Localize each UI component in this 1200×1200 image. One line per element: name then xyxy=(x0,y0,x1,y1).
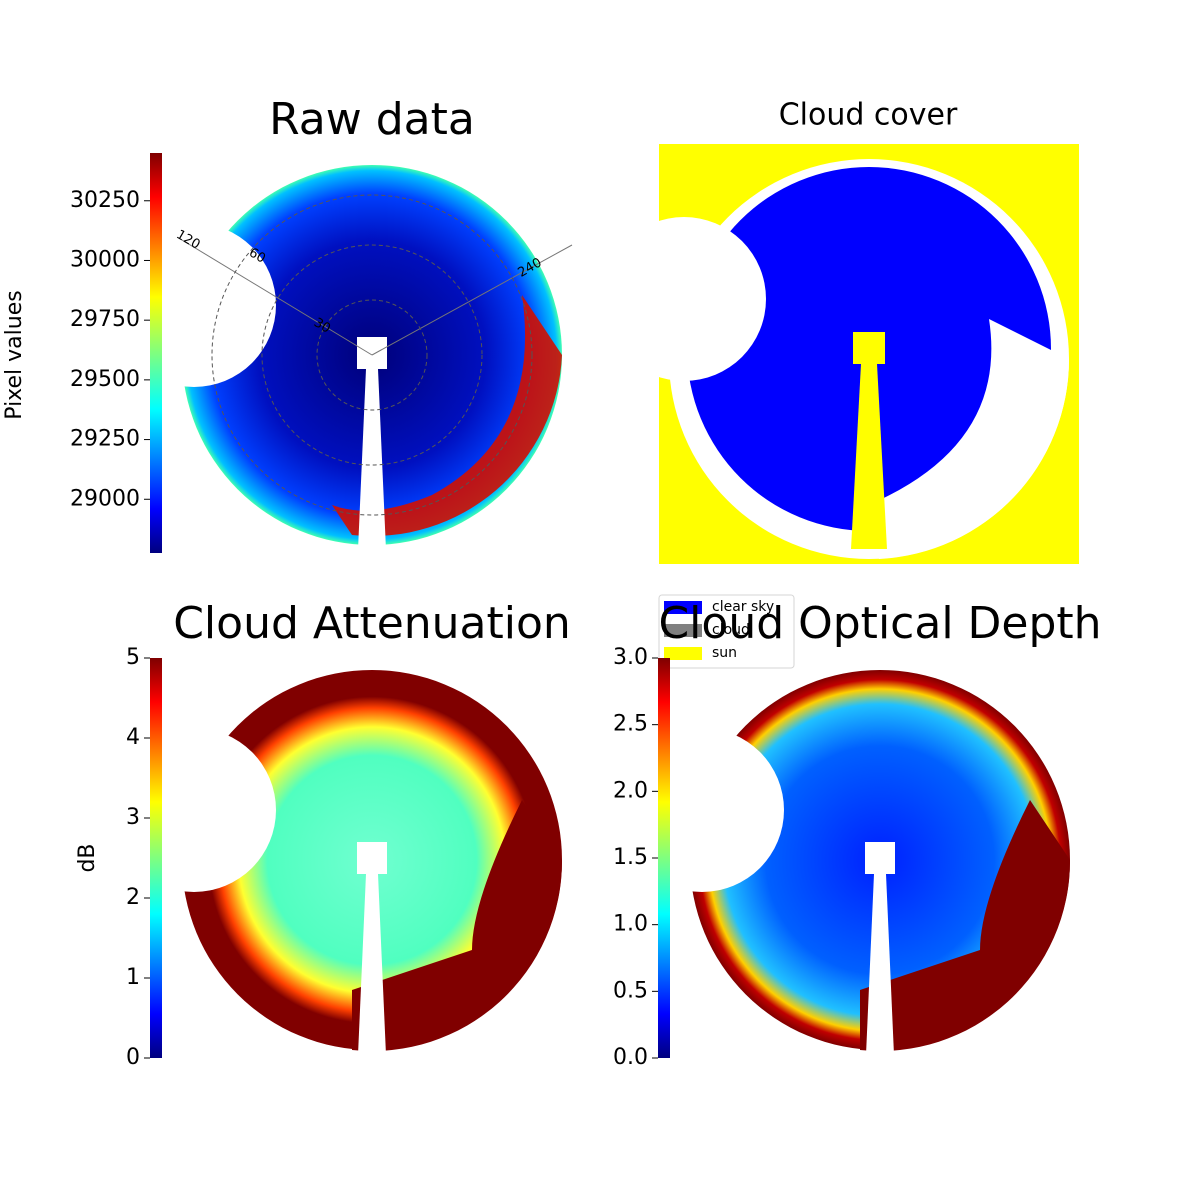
colorbar-tick-label: 3.0 xyxy=(613,645,648,670)
colorbar-tick-label: 4 xyxy=(126,725,140,750)
horizon-cut xyxy=(859,319,1070,559)
polar-axis xyxy=(181,239,373,356)
colorbar-tick-label: 29000 xyxy=(70,486,140,511)
colorbar-tick-label: 3 xyxy=(126,805,140,830)
colorbar-tick-label: 1 xyxy=(126,965,140,990)
colorbar-tick-label: 29250 xyxy=(70,427,140,452)
mask-cutout xyxy=(602,217,766,381)
panel-title: Cloud cover xyxy=(779,98,958,133)
colorbar xyxy=(150,658,162,1058)
colorbar xyxy=(658,658,670,1058)
sun-arm xyxy=(866,874,894,1055)
polar-ring xyxy=(261,244,483,466)
colorbar-tick-label: 2.0 xyxy=(613,778,648,803)
legend-label: clear sky xyxy=(712,599,774,615)
sun-arm xyxy=(851,364,887,549)
panel-title: Cloud Attenuation xyxy=(173,598,571,649)
colorbar-tick-label: 0.0 xyxy=(613,1045,648,1070)
colorbar-tick-label: 2 xyxy=(126,885,140,910)
cloud-region xyxy=(860,800,1071,1052)
sun-arm xyxy=(358,369,386,550)
colorbar-tick-label: 30000 xyxy=(70,247,140,272)
sun-arm xyxy=(358,874,386,1055)
colorbar-label: Pixel values xyxy=(2,290,27,419)
colorbar-tick-label: 1.0 xyxy=(613,912,648,937)
colorbar-tick-label: 1.5 xyxy=(613,845,648,870)
sun-blocker xyxy=(853,332,885,364)
sun-blocker xyxy=(357,337,387,369)
colorbar-tick-label: 29750 xyxy=(70,307,140,332)
colorbar-tick-label: 5 xyxy=(126,645,140,670)
legend-swatch xyxy=(664,624,702,637)
colorbar-tick-label: 29500 xyxy=(70,367,140,392)
polar-axis xyxy=(371,244,573,356)
cloud-region xyxy=(352,800,563,1052)
colorbar-tick-label: 2.5 xyxy=(613,712,648,737)
panel-title: Cloud Optical Depth xyxy=(658,598,1101,649)
colorbar-tick-label: 30250 xyxy=(70,188,140,213)
polar-label: 30 xyxy=(311,315,333,336)
colorbar xyxy=(150,153,162,553)
legend-swatch xyxy=(664,647,702,660)
legend-label: cloud xyxy=(712,622,750,638)
panel-title: Raw data xyxy=(269,94,475,145)
sun-blocker xyxy=(357,842,387,874)
legend-swatch xyxy=(664,601,702,614)
polar-ring xyxy=(211,194,533,516)
polar-label: 60 xyxy=(246,245,268,266)
sun-blocker xyxy=(865,842,895,874)
polar-ring xyxy=(316,299,428,411)
legend-label: sun xyxy=(712,645,737,661)
cloud-region xyxy=(332,295,562,537)
colorbar-tick-label: 0.5 xyxy=(613,978,648,1003)
colorbar-tick-label: 0 xyxy=(126,1045,140,1070)
colorbar-label: dB xyxy=(75,843,100,872)
